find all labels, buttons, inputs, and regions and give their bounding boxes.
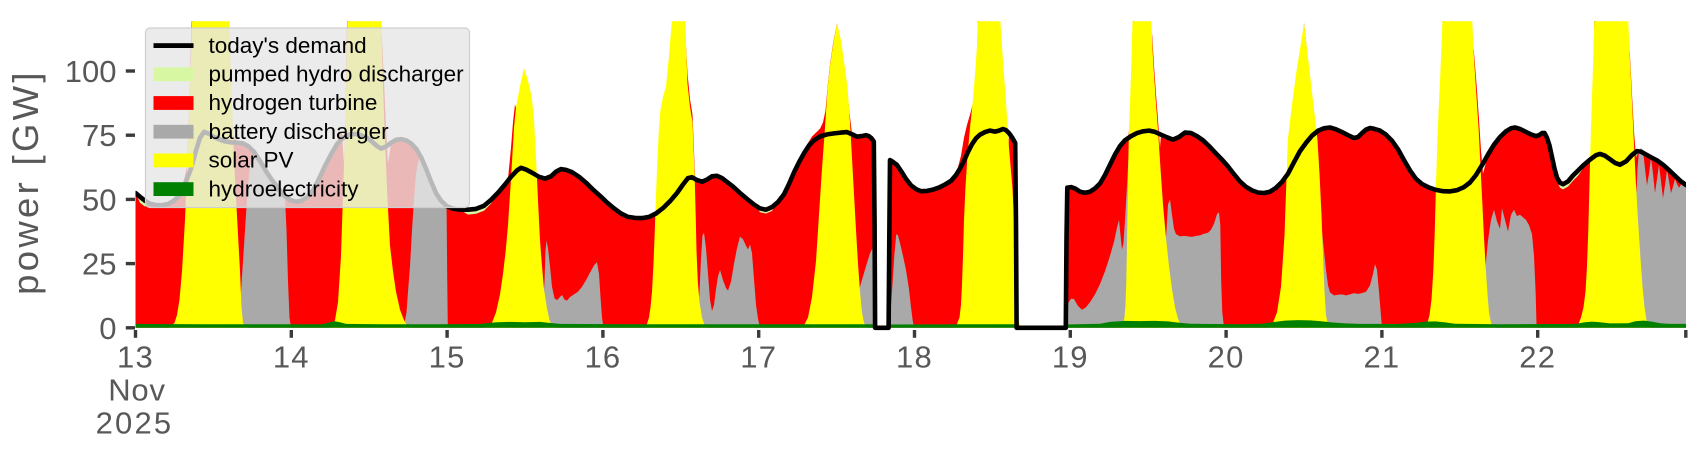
svg-text:25: 25 (82, 247, 116, 282)
svg-text:16: 16 (584, 340, 621, 375)
svg-text:0: 0 (99, 311, 116, 346)
svg-text:22: 22 (1519, 340, 1556, 375)
svg-text:20: 20 (1208, 340, 1245, 375)
svg-text:pumped hydro discharger: pumped hydro discharger (209, 62, 465, 87)
svg-text:13: 13 (117, 340, 154, 375)
svg-text:50: 50 (82, 182, 116, 217)
svg-text:21: 21 (1363, 340, 1400, 375)
svg-text:14: 14 (273, 340, 310, 375)
svg-text:power [GW]: power [GW] (5, 69, 46, 295)
svg-text:solar PV: solar PV (209, 148, 294, 173)
svg-text:2025: 2025 (96, 406, 174, 441)
svg-text:hydrogen turbine: hydrogen turbine (209, 90, 378, 115)
svg-text:hydroelectricity: hydroelectricity (209, 176, 360, 201)
svg-text:today's demand: today's demand (209, 33, 367, 58)
svg-text:15: 15 (429, 340, 466, 375)
svg-text:Nov: Nov (108, 373, 166, 408)
svg-text:17: 17 (740, 340, 777, 375)
svg-text:75: 75 (82, 118, 116, 153)
svg-text:battery discharger: battery discharger (209, 119, 390, 144)
svg-text:18: 18 (896, 340, 933, 375)
svg-text:100: 100 (65, 54, 117, 89)
svg-text:19: 19 (1052, 340, 1089, 375)
